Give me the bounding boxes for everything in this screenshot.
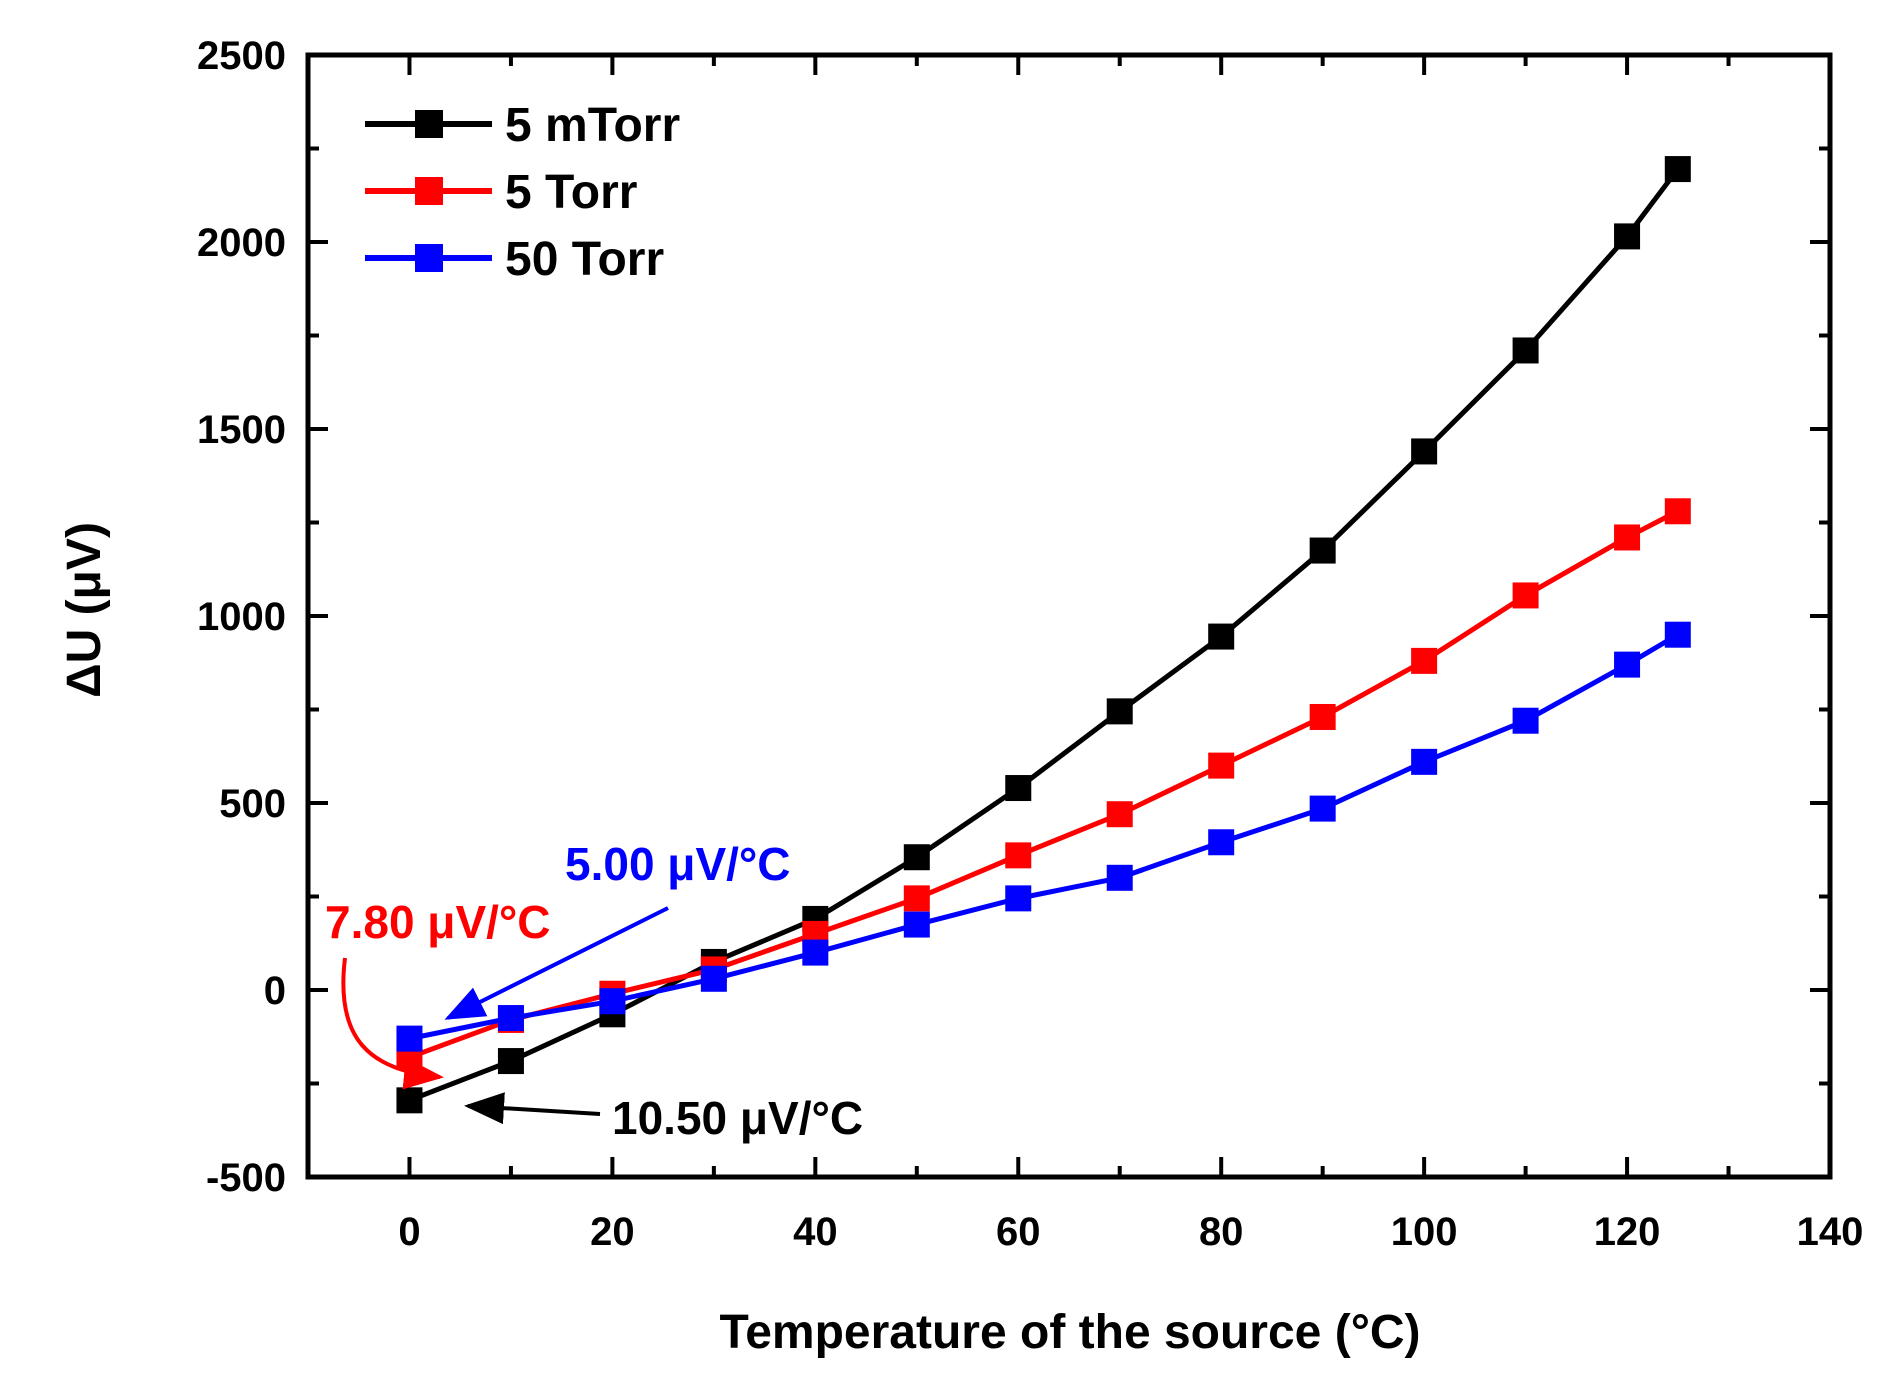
legend-label: 5 mTorr	[505, 99, 680, 152]
annotation-5mtorr-slope: 10.50 μV/°C	[612, 1092, 863, 1144]
data-point	[497, 1005, 524, 1032]
data-point	[396, 1025, 423, 1052]
annotation-50torr-slope: 5.00 μV/°C	[565, 838, 791, 890]
data-point	[1106, 864, 1133, 891]
legend-marker	[415, 110, 443, 138]
data-point	[1005, 842, 1032, 869]
y-tick-label: 1500	[197, 408, 286, 452]
y-tick-label: -500	[206, 1156, 286, 1200]
legend-marker	[415, 244, 443, 272]
legend: 5 mTorr 5 Torr 50 Torr	[365, 99, 680, 286]
data-point	[1005, 775, 1032, 802]
data-point	[903, 885, 930, 912]
x-tick-label: 80	[1199, 1210, 1244, 1254]
annotation-arrows	[341, 906, 669, 1125]
data-point	[1512, 582, 1539, 609]
data-point	[1309, 703, 1336, 730]
arrow-5mtorr	[464, 1092, 601, 1125]
arrow-5torr	[341, 957, 444, 1090]
x-tick-label: 0	[398, 1210, 420, 1254]
x-tick-label: 100	[1391, 1210, 1458, 1254]
y-tick-label: 2500	[197, 34, 286, 78]
data-point	[903, 844, 930, 871]
data-point	[802, 939, 829, 966]
data-point	[1208, 829, 1235, 856]
x-tick-labels: 0 20 40 60 80 100 120 140	[398, 1210, 1863, 1254]
data-point	[497, 1048, 524, 1075]
data-point	[1614, 223, 1641, 250]
data-point	[700, 965, 727, 992]
x-tick-label: 20	[590, 1210, 635, 1254]
data-point	[599, 988, 626, 1015]
data-point	[1309, 795, 1336, 822]
y-tick-label: 1000	[197, 595, 286, 639]
x-tick-label: 140	[1797, 1210, 1864, 1254]
data-point	[1208, 623, 1235, 650]
data-point	[1309, 537, 1336, 564]
series-line-2	[408, 632, 1680, 1042]
y-axis-title: ΔU (μV)	[58, 522, 111, 698]
x-tick-label: 120	[1594, 1210, 1661, 1254]
data-point	[1411, 748, 1438, 775]
data-point	[1664, 498, 1691, 525]
data-point	[1411, 647, 1438, 674]
x-tick-label: 60	[996, 1210, 1041, 1254]
legend-label: 50 Torr	[505, 233, 664, 286]
data-point	[1005, 885, 1032, 912]
data-point	[903, 911, 930, 938]
data-point	[1664, 156, 1691, 183]
y-tick-label: 500	[219, 782, 286, 826]
annotation-5torr-slope: 7.80 μV/°C	[325, 896, 551, 948]
legend-label: 5 Torr	[505, 166, 637, 219]
series-line-0	[408, 167, 1680, 1103]
data-point	[1208, 752, 1235, 779]
data-point	[1512, 337, 1539, 364]
series-layer	[396, 156, 1691, 1114]
y-tick-label: 0	[264, 969, 286, 1013]
data-point	[1614, 524, 1641, 551]
data-point	[1106, 698, 1133, 725]
data-point	[1106, 801, 1133, 828]
data-point	[1512, 707, 1539, 734]
data-point	[1411, 438, 1438, 465]
y-tick-labels: -500 0 500 1000 1500 2000 2500	[197, 34, 286, 1200]
data-point	[1664, 621, 1691, 648]
plot-frame	[305, 52, 1833, 1180]
data-point	[396, 1087, 423, 1114]
x-tick-label: 40	[793, 1210, 838, 1254]
arrow-50torr	[444, 906, 669, 1020]
y-tick-label: 2000	[197, 221, 286, 265]
x-axis-title: Temperature of the source (°C)	[719, 1306, 1420, 1359]
series-line-1	[408, 509, 1679, 1060]
legend-marker	[415, 177, 443, 205]
data-point	[1614, 651, 1641, 678]
